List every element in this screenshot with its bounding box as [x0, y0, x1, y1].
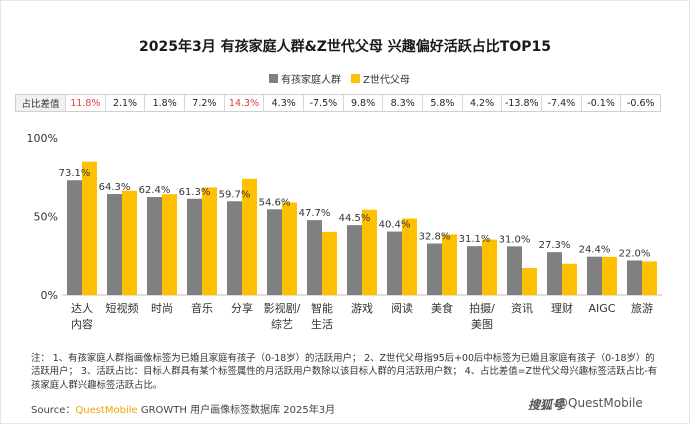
x-tick-label: 分享 [231, 301, 253, 315]
bar-parents [107, 194, 122, 295]
diff-cell: 4.3% [263, 95, 303, 111]
diff-cell: 9.8% [342, 95, 383, 111]
bar-parents [427, 243, 442, 295]
data-label: 61.3% [179, 187, 211, 198]
data-label: 44.5% [339, 213, 371, 224]
diff-cell: -0.6% [620, 95, 660, 111]
bar-genz [362, 209, 377, 295]
data-label: 40.4% [379, 220, 411, 231]
bar-parents [347, 225, 362, 295]
footnote: 注： 1、有孩家庭人群指画像标签为已婚且家庭有孩子（0-18岁）的活跃用户； 2… [31, 353, 658, 391]
x-tick-label: 智能生活 [311, 301, 333, 331]
diff-cell: 2.1% [104, 95, 145, 111]
x-tick-label: 资讯 [511, 302, 533, 315]
diff-table: 占比差值 11.8% 2.1% 1.8% 7.2% 14.3% 4.3% -7.5% 9.8%… [15, 94, 661, 112]
diff-cell: 5.8% [422, 95, 462, 111]
bar-chart: 0% 50% 100% 73.1% 达人内容 64.3% 短视频 62.4% 时尚 61.3% 音乐… [27, 132, 662, 331]
bar-parents [267, 209, 282, 295]
diff-cell: 8.3% [382, 95, 422, 111]
chart-title: 2025年3月 有孩家庭人群&Z世代父母 兴趣偏好活跃占比TOP15 [138, 39, 551, 55]
data-label: 47.7% [299, 208, 331, 219]
x-tick-label: 游戏 [351, 302, 373, 315]
x-tick-label: 旅游 [631, 301, 653, 315]
bar-genz [322, 231, 337, 295]
data-label: 24.4% [579, 245, 611, 256]
bar-genz [282, 202, 297, 295]
bar-parents [627, 260, 642, 295]
data-label: 64.3% [99, 182, 131, 193]
data-label: 27.3% [539, 240, 571, 251]
watermark-handle: @QuestMobile [556, 396, 643, 410]
legend-swatch-yellow [351, 73, 360, 83]
data-label: 32.8% [419, 232, 451, 243]
x-tick-label: 达人内容 [71, 302, 93, 331]
bar-parents [587, 256, 602, 295]
bar-parents [387, 231, 402, 295]
bar-genz [602, 256, 617, 295]
bar-genz [562, 263, 577, 295]
diff-cell: 1.8% [144, 95, 184, 111]
y-tick-label: 50% [34, 211, 58, 224]
bar-parents [187, 198, 202, 295]
source-text: GROWTH 用户画像标签数据库 2025年3月 [137, 405, 336, 416]
data-label: 73.1% [59, 168, 91, 179]
x-tick-label: 音乐 [191, 301, 213, 315]
diff-cell: 11.8% [65, 95, 105, 111]
bar-genz [202, 187, 217, 295]
sohu-watermark-logo: 搜狐号 [528, 398, 565, 412]
bar-genz [442, 234, 457, 295]
data-label: 31.1% [459, 234, 491, 245]
legend-label-parents: 有孩家庭人群 [281, 74, 341, 86]
bar-genz [82, 161, 97, 295]
x-tick-label: 影视剧/综艺 [264, 301, 301, 331]
bar-genz [122, 190, 137, 295]
bar-parents [467, 246, 482, 295]
data-label: 22.0% [619, 248, 651, 259]
bar-genz [162, 194, 177, 295]
x-tick-label: 拍摄/美图 [469, 301, 495, 331]
bar-parents [227, 201, 242, 295]
diff-cell: 7.2% [184, 95, 224, 111]
diff-table-header: 占比差值 [16, 95, 65, 111]
bar-parents [507, 246, 522, 295]
bar-parents [547, 252, 562, 295]
y-tick-label: 100% [27, 132, 58, 145]
diff-cell: 4.2% [461, 95, 502, 111]
diff-cell: -13.8% [501, 95, 541, 111]
bar-genz [482, 239, 497, 295]
x-tick-label: 阅读 [391, 301, 413, 315]
bar-genz [242, 178, 257, 295]
data-label: 54.6% [259, 197, 291, 208]
diff-cell: -7.4% [541, 95, 581, 111]
bar-parents [147, 197, 162, 295]
legend-item-parents: 有孩家庭人群 [269, 71, 341, 86]
legend-label-genz: Z世代父母 [363, 74, 410, 86]
diff-cell: -7.5% [303, 95, 343, 111]
diff-cell: -0.1% [580, 95, 621, 111]
source-brand: QuestMobile [75, 405, 138, 416]
source-label: Source： [31, 405, 76, 416]
x-tick-label: 美食 [431, 301, 453, 315]
x-tick-label: AIGC [589, 302, 616, 315]
y-tick-label: 0% [41, 289, 58, 302]
x-tick-label: 短视频 [106, 301, 139, 315]
legend-item-genz: Z世代父母 [351, 71, 410, 86]
legend-swatch-gray [269, 73, 278, 83]
bar-genz [642, 261, 657, 295]
source-line: Source：QuestMobile GROWTH 用户画像标签数据库 2025… [31, 401, 335, 416]
x-tick-label: 时尚 [151, 301, 173, 315]
legend: 有孩家庭人群 Z世代父母 [269, 71, 420, 86]
x-tick-label: 理财 [551, 301, 573, 315]
data-label: 59.7% [219, 189, 251, 200]
data-label: 31.0% [499, 234, 531, 245]
data-label: 62.4% [139, 185, 171, 196]
bar-genz [522, 267, 537, 295]
bar-parents [67, 180, 82, 295]
diff-cell: 14.3% [223, 95, 264, 111]
bar-genz [402, 218, 417, 295]
bar-parents [307, 220, 322, 295]
